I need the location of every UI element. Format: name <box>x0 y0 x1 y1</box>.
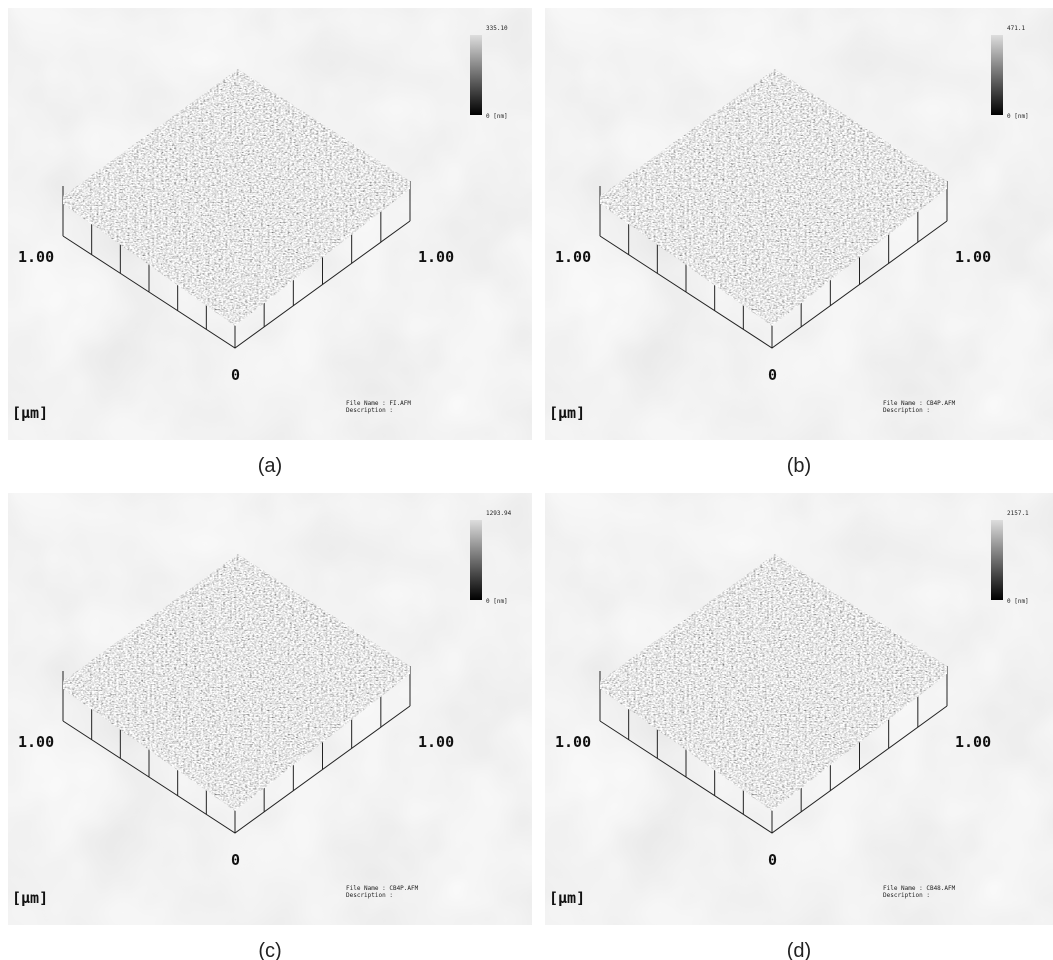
panel-caption: (d) <box>787 940 811 960</box>
axis-right-label: 1.00 <box>418 733 454 751</box>
colorbar <box>991 35 1003 115</box>
surface <box>63 69 410 308</box>
colorbar-max: 1293.94 <box>486 510 512 517</box>
colorbar-min: 0 [nm] <box>1007 598 1029 605</box>
axis-right-label: 1.00 <box>418 248 454 266</box>
description: Description : <box>883 407 930 414</box>
surface <box>63 554 410 793</box>
axis-right-label: 1.00 <box>955 733 991 751</box>
file-name: File Name : CB4P.AFM <box>883 400 956 407</box>
surface <box>600 554 947 793</box>
file-name: File Name : CB48.AFM <box>883 885 956 892</box>
unit-label: [μm] <box>549 889 585 907</box>
axis-origin-label: 0 <box>768 851 777 869</box>
afm-panel: 2157.1 0 [nm] 1.00 1.00 0 [μm] File Name : CB4… <box>545 493 1053 925</box>
colorbar <box>470 520 482 600</box>
unit-label: [μm] <box>549 404 585 422</box>
colorbar-min: 0 [nm] <box>486 113 508 120</box>
panel-caption: (a) <box>258 455 282 477</box>
axis-origin-label: 0 <box>231 366 240 384</box>
surface <box>600 69 947 308</box>
panel-caption: (b) <box>787 455 811 477</box>
colorbar-max: 335.10 <box>486 25 508 32</box>
colorbar-min: 0 [nm] <box>486 598 508 605</box>
file-name: File Name : FI.AFM <box>346 400 411 407</box>
unit-label: [μm] <box>12 889 48 907</box>
axis-right-label: 1.00 <box>955 248 991 266</box>
colorbar <box>470 35 482 115</box>
description: Description : <box>346 892 393 899</box>
description: Description : <box>883 892 930 899</box>
axis-left-label: 1.00 <box>555 733 591 751</box>
unit-label: [μm] <box>12 404 48 422</box>
axis-left-label: 1.00 <box>555 248 591 266</box>
axis-origin-label: 0 <box>231 851 240 869</box>
file-name: File Name : CB4P.AFM <box>346 885 419 892</box>
description: Description : <box>346 407 393 414</box>
afm-panel: 1293.94 0 [nm] 1.00 1.00 0 [μm] File Name : CB… <box>8 493 532 925</box>
afm-panel: 471.1 0 [nm] 1.00 1.00 0 [μm] File Name : CB4P… <box>545 8 1053 440</box>
axis-left-label: 1.00 <box>18 248 54 266</box>
panel-caption: (c) <box>258 940 281 960</box>
afm-panel: 335.10 0 [nm] 1.00 1.00 0 [μm] File Name : FI.… <box>8 8 532 440</box>
colorbar <box>991 520 1003 600</box>
axis-origin-label: 0 <box>768 366 777 384</box>
colorbar-max: 2157.1 <box>1007 510 1029 517</box>
colorbar-min: 0 [nm] <box>1007 113 1029 120</box>
colorbar-max: 471.1 <box>1007 25 1025 32</box>
axis-left-label: 1.00 <box>18 733 54 751</box>
